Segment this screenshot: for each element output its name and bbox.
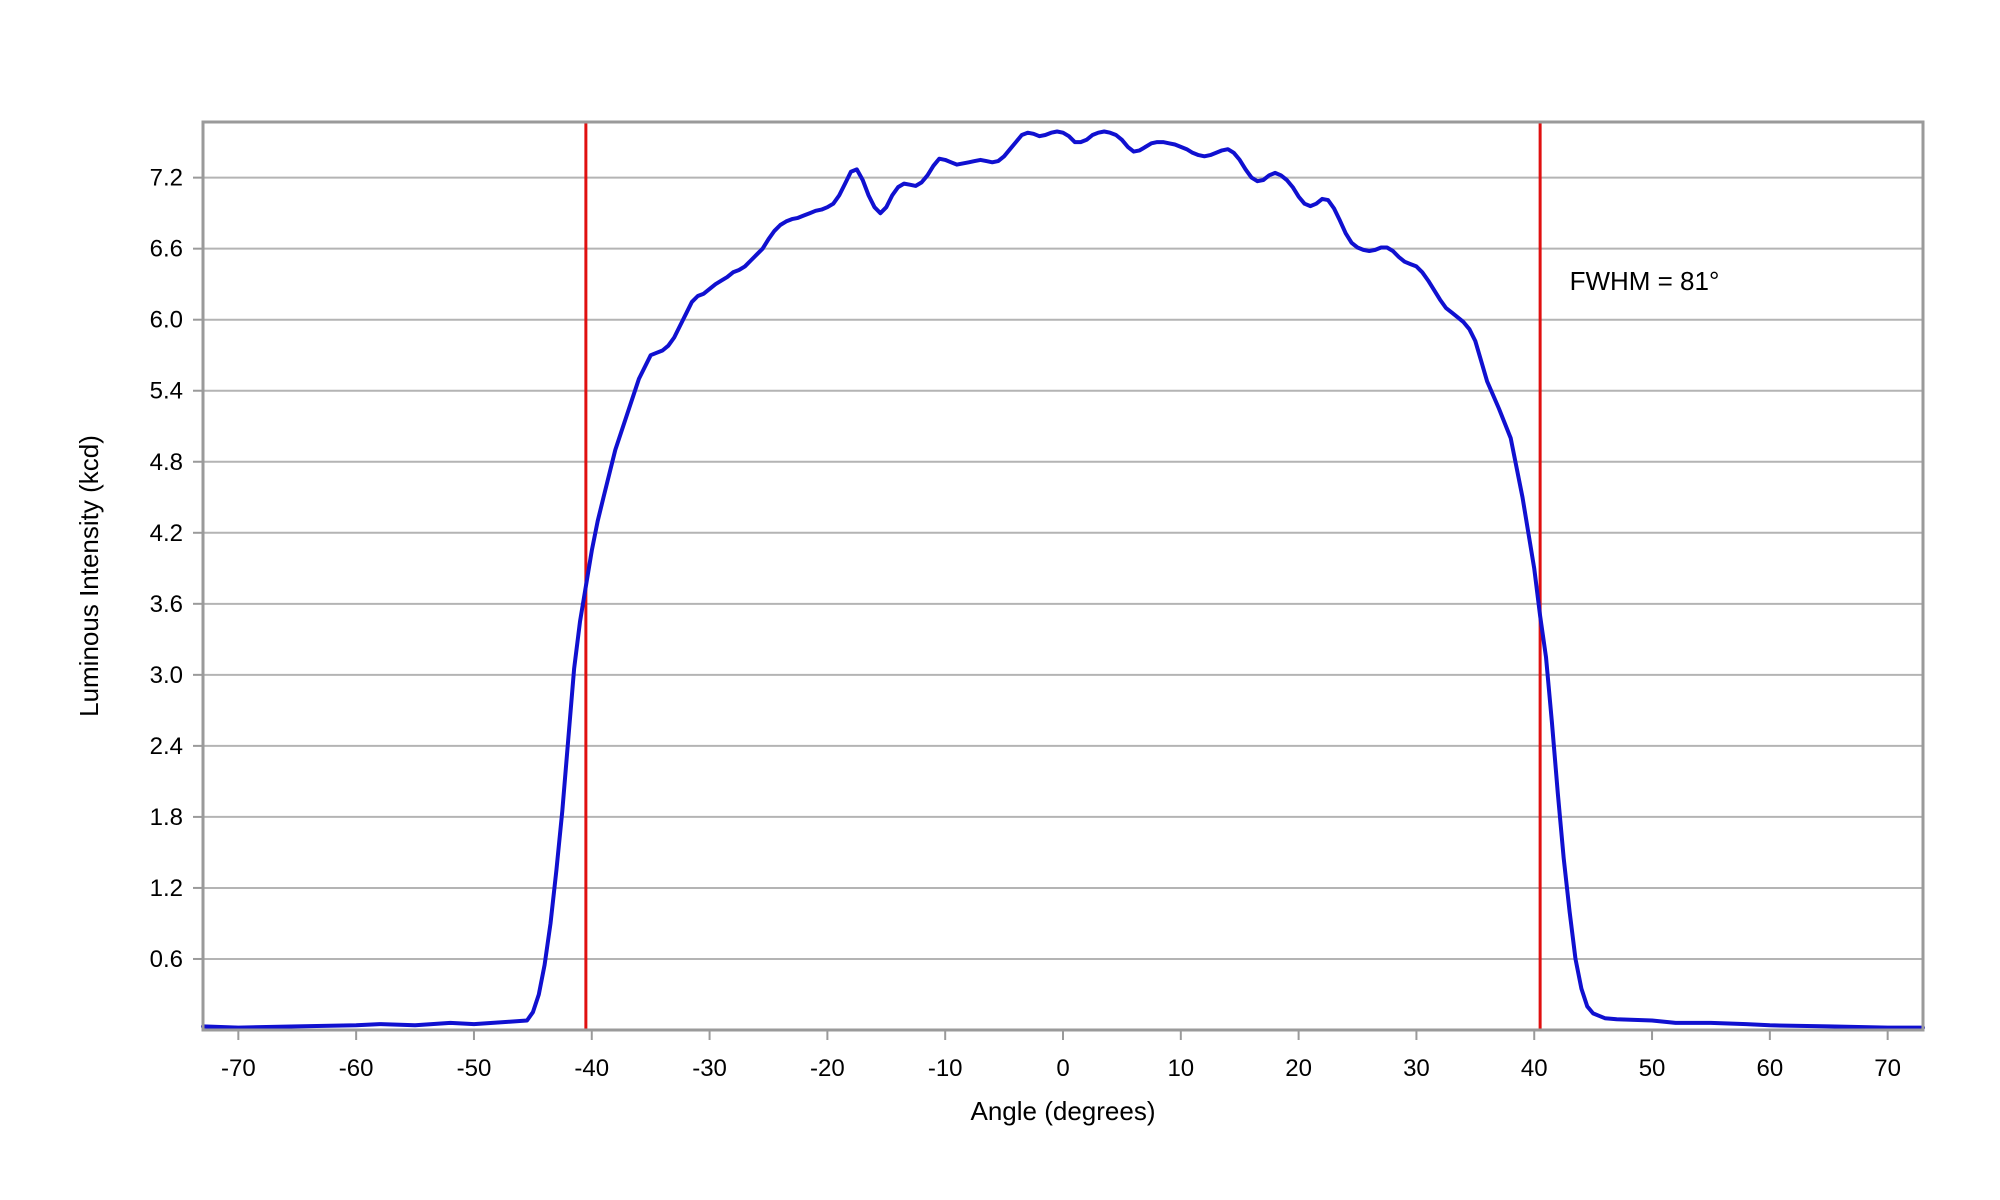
series-group (201, 129, 1925, 1030)
x-tick-label: -70 (221, 1055, 256, 1082)
y-tick-label: 3.6 (150, 591, 183, 618)
x-tick-label: -60 (339, 1055, 374, 1082)
y-tick-label: 4.2 (150, 520, 183, 547)
series-line-0 (201, 129, 1925, 1030)
y-tick-label: 6.6 (150, 236, 183, 263)
x-tick-label: 40 (1521, 1055, 1548, 1082)
x-tick-label: 0 (1056, 1055, 1069, 1082)
x-tick-label: 20 (1285, 1055, 1312, 1082)
x-tick-label: 10 (1167, 1055, 1194, 1082)
x-tick-label: -30 (692, 1055, 727, 1082)
x-tick-label: 50 (1639, 1055, 1666, 1082)
x-tick-label: -50 (457, 1055, 492, 1082)
annotation-text: FWHM = 81° (1570, 266, 1720, 296)
y-tick-label: 1.2 (150, 875, 183, 902)
y-tick-label: 1.8 (150, 804, 183, 831)
x-tick-label: -20 (810, 1055, 845, 1082)
y-axis-title: Luminous Intensity (kcd) (74, 435, 104, 717)
x-tick-label: -10 (928, 1055, 963, 1082)
y-tick-label: 5.4 (150, 378, 183, 405)
x-tick-label: -40 (574, 1055, 609, 1082)
annotations: FWHM = 81° (1570, 266, 1720, 296)
x-axis-ticks: -70 -60 -50 -40 -30 -20 -10 0 10 20 30 40 50 60 70 (221, 1030, 1901, 1082)
y-tick-label: 4.8 (150, 449, 183, 476)
plot-frame (201, 120, 1925, 1032)
y-tick-label: 3.0 (150, 662, 183, 689)
x-tick-label: 60 (1756, 1055, 1783, 1082)
fwhm-markers (584, 122, 1542, 1030)
y-tick-label: 6.0 (150, 307, 183, 334)
grid-lines (203, 176, 1923, 960)
y-axis-ticks: 0.6 1.2 1.8 2.4 3.0 3.6 4.2 4.8 5.4 6.0 6.6 7.2 (150, 165, 203, 973)
x-axis-title: Angle (degrees) (971, 1096, 1156, 1126)
x-tick-label: 30 (1403, 1055, 1430, 1082)
x-tick-label: 70 (1874, 1055, 1901, 1082)
y-tick-label: 7.2 (150, 165, 183, 192)
y-tick-label: 2.4 (150, 733, 183, 760)
y-tick-label: 0.6 (150, 946, 183, 973)
